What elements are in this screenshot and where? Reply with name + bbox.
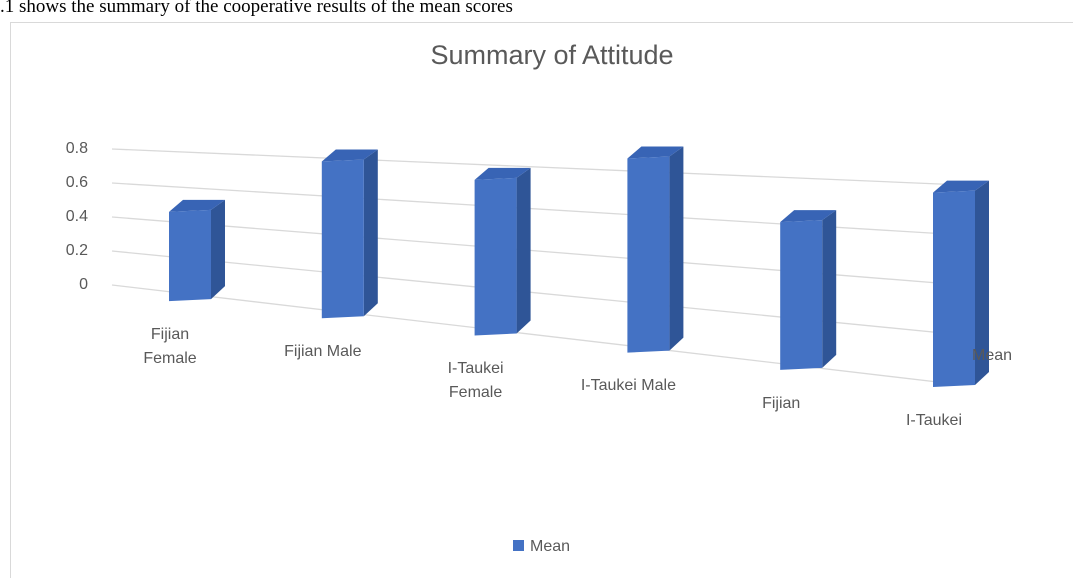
bar-top (321, 149, 378, 162)
x-tick-label: Fijian (762, 394, 801, 412)
bar-top (169, 199, 225, 212)
y-tick-label: 0.8 (66, 140, 88, 157)
bar-side (211, 199, 225, 300)
legend-label: Mean (530, 538, 570, 555)
bar (933, 190, 975, 388)
bar (780, 220, 823, 370)
x-tick-label: I-Taukei Female (447, 360, 504, 402)
bar-top (780, 210, 837, 223)
bar-side (822, 210, 837, 368)
y-tick-label: 0.2 (66, 242, 88, 259)
bar-top (627, 146, 684, 159)
bar-side (363, 149, 378, 317)
bar (474, 177, 517, 336)
bar (321, 159, 364, 319)
y-tick-label: 0 (79, 276, 88, 293)
y-tick-label: 0.4 (66, 208, 88, 225)
bar-top (933, 180, 989, 193)
depth-axis-label: Mean (972, 347, 1012, 364)
legend-swatch (513, 540, 524, 551)
bar-side (975, 180, 989, 386)
bar (627, 156, 670, 353)
y-tick-label: 0.6 (66, 174, 88, 191)
grid-line (111, 148, 964, 186)
grid-line (111, 284, 964, 386)
x-tick-label: I-Taukei Male (580, 377, 676, 395)
caption: .1 shows the summary of the cooperative … (0, 0, 513, 17)
x-tick-label: Fijian Male (284, 343, 362, 361)
chart-border (10, 22, 1073, 578)
bar-side (669, 146, 684, 351)
bar-top (474, 167, 531, 180)
x-tick-label: I-Taukei (905, 411, 963, 429)
x-tick-label: Fijian Female (143, 325, 197, 367)
bar-side (516, 167, 531, 334)
chart-title: Summary of Attitude (430, 40, 673, 70)
bar (169, 209, 211, 302)
